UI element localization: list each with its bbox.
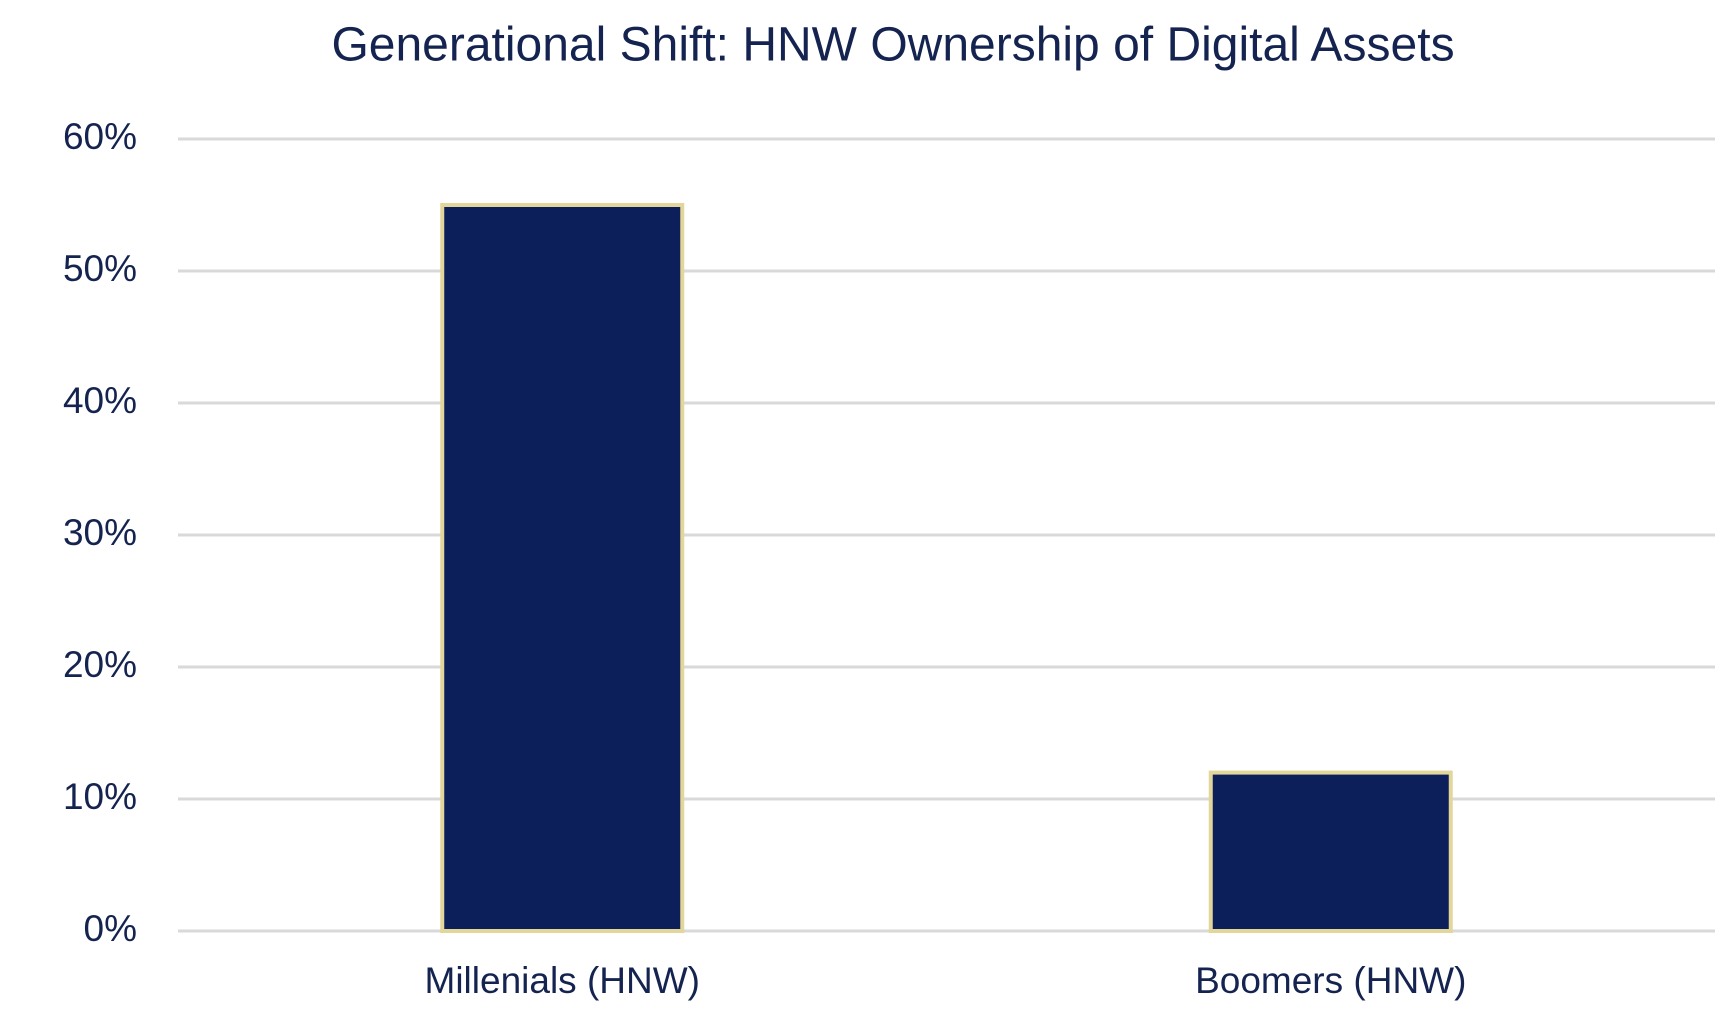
y-tick-label: 30% — [63, 512, 137, 553]
x-tick-label: Millenials (HNW) — [425, 960, 700, 1001]
y-tick-label: 50% — [63, 248, 137, 289]
chart-title: Generational Shift: HNW Ownership of Dig… — [331, 19, 1454, 72]
bar — [1208, 770, 1453, 933]
y-tick-label: 40% — [63, 380, 137, 421]
x-tick-label: Boomers (HNW) — [1195, 960, 1466, 1001]
bar — [440, 203, 685, 933]
y-tick-label: 60% — [63, 116, 137, 157]
y-tick-label: 20% — [63, 644, 137, 685]
y-tick-label: 0% — [84, 908, 137, 949]
y-tick-label: 10% — [63, 776, 137, 817]
